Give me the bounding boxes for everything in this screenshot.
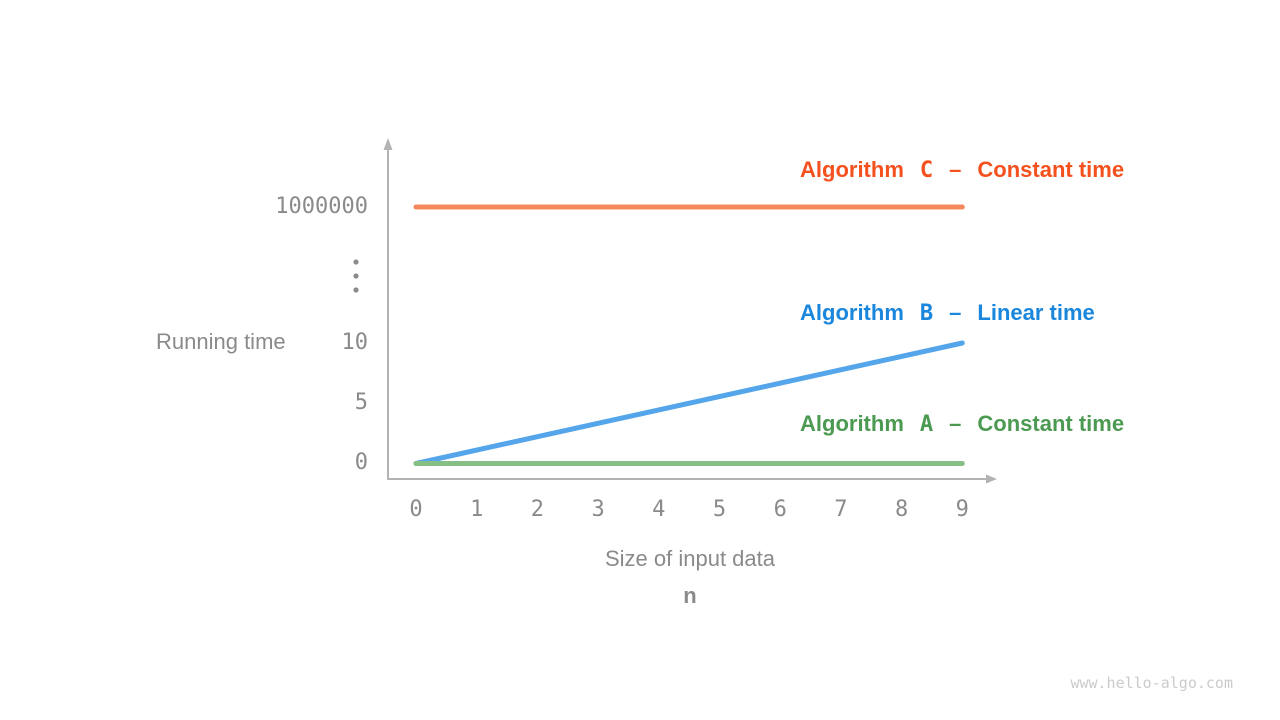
- x-tick-label: 7: [834, 497, 848, 522]
- y-axis-ellipsis-icon: [353, 259, 359, 265]
- y-axis-arrow-icon: [383, 138, 393, 150]
- legend-series-letter: C: [919, 158, 934, 183]
- y-tick-label: 5: [354, 389, 368, 415]
- x-tick-label: 9: [955, 497, 969, 522]
- legend-series-name: Algorithm: [800, 300, 904, 325]
- algorithm-b-line: [413, 340, 965, 466]
- y-tick-label: 0: [354, 450, 368, 475]
- legend-series-letter: B: [919, 301, 934, 326]
- legend-series-letter: A: [919, 412, 934, 437]
- legend-algorithm-b: Algorithm B – Linear time: [800, 300, 1095, 326]
- legend-description: Constant time: [977, 157, 1125, 182]
- x-axis-title: Size of input data: [604, 546, 775, 571]
- x-tick-label: 2: [530, 497, 545, 522]
- y-axis-ellipsis-icon: [353, 273, 359, 279]
- x-tick-label: 6: [773, 497, 787, 522]
- y-axis-title: Running time: [156, 329, 286, 354]
- legend-series-name: Algorithm: [800, 157, 904, 182]
- legend-algorithm-a: Algorithm A – Constant time: [800, 411, 1124, 437]
- x-tick-label: 5: [712, 497, 727, 522]
- legend-dash: –: [949, 157, 962, 182]
- legend-algorithm-c: Algorithm C – Constant time: [800, 157, 1124, 183]
- legend-series-name: Algorithm: [800, 411, 904, 436]
- legend-description: Linear time: [977, 300, 1095, 325]
- x-axis-variable: n: [683, 583, 697, 608]
- legend-dash: –: [949, 411, 962, 436]
- x-tick-label: 8: [894, 497, 909, 522]
- x-tick-label: 3: [591, 497, 605, 522]
- y-tick-label: 1000000: [275, 193, 368, 219]
- x-axis-arrow-icon: [986, 474, 997, 484]
- x-tick-label: 1: [470, 497, 484, 522]
- watermark: www.hello-algo.com: [1070, 674, 1233, 692]
- y-axis-ellipsis-icon: [353, 287, 359, 293]
- legend-description: Constant time: [977, 411, 1125, 436]
- x-tick-label: 0: [409, 497, 423, 522]
- y-tick-label: 10: [341, 329, 369, 355]
- legend-dash: –: [949, 300, 962, 325]
- x-tick-label: 4: [652, 497, 666, 522]
